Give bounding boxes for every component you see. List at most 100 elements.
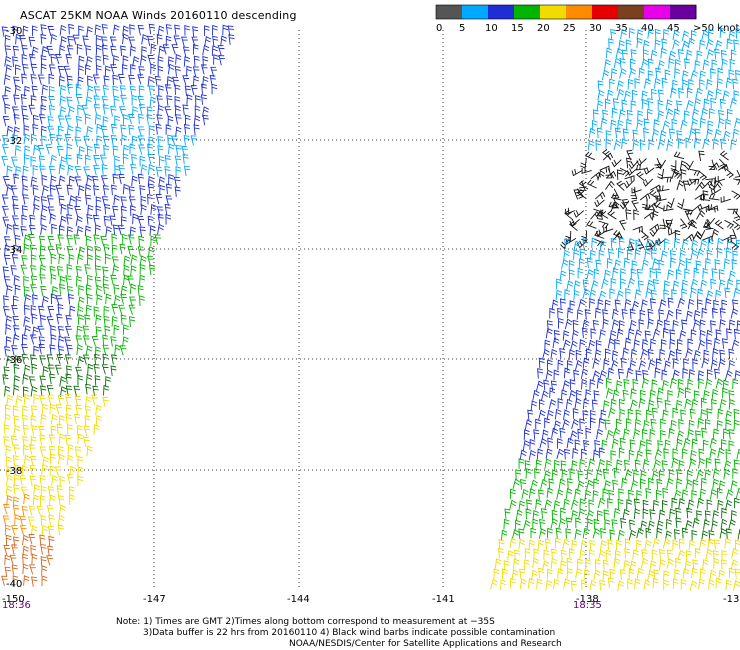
- wind-barb: [724, 537, 731, 549]
- wind-barb: [581, 167, 592, 174]
- wind-barb: [648, 359, 656, 370]
- wind-barb: [21, 73, 28, 85]
- wind-barb: [610, 450, 617, 461]
- wind-barb: [538, 357, 545, 369]
- wind-barb: [85, 345, 93, 356]
- wind-barb: [594, 238, 605, 248]
- wind-barb: [734, 117, 740, 129]
- wind-barb: [14, 514, 21, 525]
- wind-barb: [536, 380, 544, 392]
- wind-barb: [12, 334, 20, 345]
- wind-barb: [647, 27, 655, 39]
- wind-barb: [674, 68, 681, 79]
- wind-barb: [563, 249, 570, 261]
- wind-barb: [13, 484, 20, 495]
- wind-barb: [95, 55, 102, 67]
- wind-barb: [720, 439, 727, 450]
- wind-barb: [38, 395, 46, 406]
- wind-barb: [92, 214, 100, 226]
- wind-barb: [140, 195, 147, 207]
- wind-barb: [102, 396, 109, 408]
- wind-barb: [5, 336, 12, 347]
- wind-barb: [607, 338, 615, 349]
- wind-barb: [625, 418, 632, 429]
- wind-barb: [708, 530, 715, 541]
- wind-barb: [76, 253, 84, 265]
- wind-barb: [84, 314, 91, 326]
- wind-barb: [22, 373, 29, 385]
- wind-barb: [564, 210, 573, 221]
- wind-barb: [68, 23, 75, 35]
- wind-barb: [64, 354, 72, 365]
- wind-barb: [1, 205, 9, 217]
- wind-barb: [33, 393, 40, 405]
- wind-barb: [59, 84, 67, 96]
- wind-barb: [13, 375, 20, 386]
- wind-barb: [705, 38, 714, 50]
- wind-barb: [658, 259, 665, 271]
- wind-barb: [40, 196, 47, 207]
- wind-barb: [75, 265, 83, 277]
- wind-barb: [591, 237, 598, 249]
- wind-barb: [713, 299, 719, 311]
- wind-barb: [550, 518, 559, 529]
- wind-barb: [156, 114, 163, 125]
- wind-barb: [635, 409, 642, 421]
- wind-barb: [1, 95, 9, 106]
- wind-barb: [128, 186, 135, 197]
- wind-barb: [582, 279, 589, 290]
- wind-barb: [651, 549, 658, 561]
- wind-barb: [570, 340, 578, 351]
- wind-barb: [67, 443, 74, 455]
- wind-barb: [685, 137, 692, 149]
- wind-barb: [48, 494, 56, 506]
- wind-barb: [228, 34, 235, 45]
- wind-barb: [630, 479, 639, 491]
- wind-barb: [164, 155, 171, 166]
- wind-barb: [122, 153, 129, 165]
- wind-barb: [653, 200, 664, 210]
- wind-barb: [728, 399, 736, 410]
- wind-barb: [5, 534, 12, 546]
- wind-barb: [77, 355, 85, 367]
- wind-barb: [725, 579, 732, 591]
- wind-barb: [184, 85, 191, 96]
- wind-barb: [649, 560, 657, 571]
- wind-barb: [72, 34, 80, 45]
- wind-barb: [712, 478, 720, 490]
- legend-label: 20: [537, 23, 550, 34]
- wind-barb: [91, 336, 99, 347]
- wind-barb: [619, 58, 626, 69]
- wind-barb: [580, 157, 587, 169]
- wind-barb: [33, 345, 40, 357]
- wind-barb: [677, 138, 684, 149]
- wind-barb: [11, 254, 19, 265]
- wind-barb: [94, 224, 101, 236]
- wind-barb: [57, 115, 65, 126]
- wind-barb: [85, 194, 92, 206]
- wind-barb: [49, 85, 55, 97]
- wind-barb: [23, 234, 31, 245]
- wind-barb: [707, 204, 718, 211]
- wind-barb: [192, 26, 199, 37]
- wind-barb: [19, 475, 26, 486]
- wind-barb: [182, 104, 189, 115]
- wind-barb: [559, 348, 566, 359]
- wind-barb: [620, 268, 626, 279]
- wind-barb: [620, 518, 627, 529]
- wind-barb: [184, 114, 191, 126]
- wind-barb: [644, 204, 656, 211]
- wind-barb: [624, 337, 632, 349]
- wind-barb: [649, 227, 660, 238]
- wind-barb: [4, 554, 11, 566]
- wind-barb: [23, 286, 30, 297]
- wind-barb: [515, 509, 523, 521]
- wind-barb: [22, 165, 29, 177]
- wind-barb: [28, 36, 35, 48]
- wind-barb: [617, 580, 625, 591]
- wind-barb: [22, 114, 29, 126]
- wind-barb: [558, 317, 564, 329]
- wind-barb: [192, 66, 200, 77]
- wind-barb: [114, 155, 120, 167]
- wind-barb: [615, 47, 623, 59]
